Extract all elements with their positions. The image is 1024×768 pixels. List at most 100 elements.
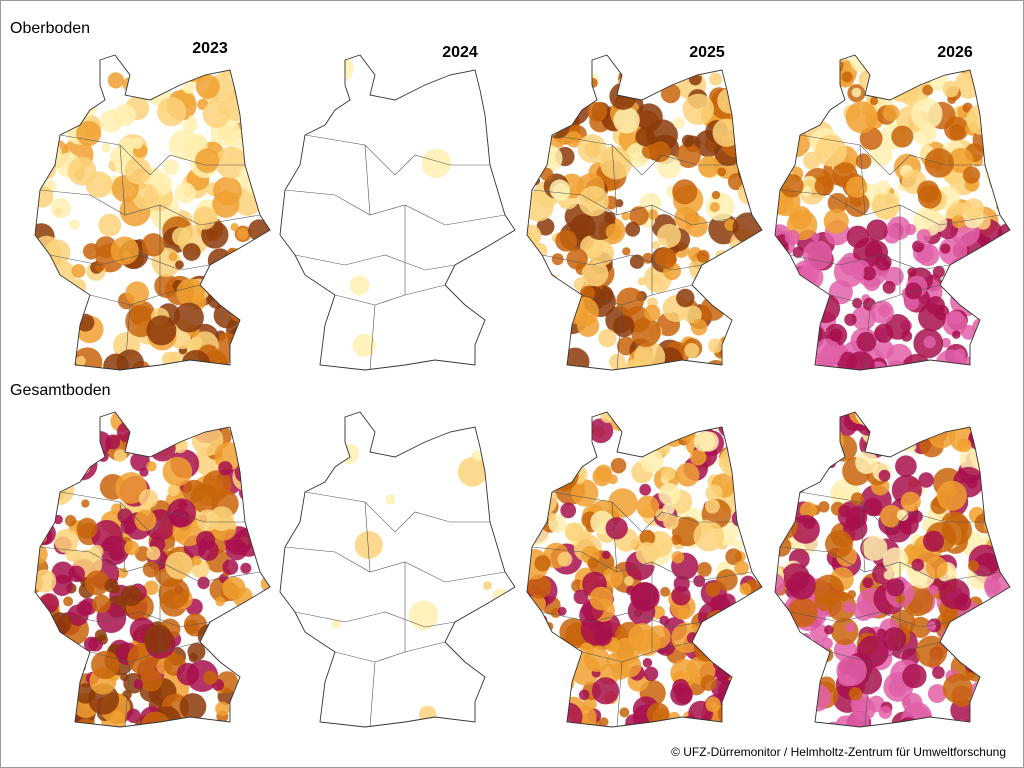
drought-patch	[923, 335, 936, 349]
drought-patch	[642, 252, 654, 264]
state-border	[49, 611, 211, 628]
drought-patch	[625, 221, 641, 237]
drought-patch	[349, 275, 370, 296]
drought-patch	[876, 628, 887, 639]
drought-patch	[605, 517, 628, 540]
drought-patch	[824, 625, 834, 635]
drought-patch	[869, 96, 879, 106]
state-border	[531, 546, 753, 583]
drought-patch	[829, 328, 843, 342]
state-border	[294, 611, 456, 628]
drought-patch	[91, 650, 120, 680]
drought-patch	[662, 503, 675, 516]
drought-patch	[818, 501, 830, 513]
drought-patch	[115, 472, 147, 504]
drought-patch	[130, 451, 150, 472]
drought-patch	[105, 434, 121, 450]
drought-patch	[176, 662, 200, 686]
drought-patch	[76, 120, 102, 147]
drought-patch	[587, 557, 599, 569]
drought-patch	[215, 701, 230, 717]
maps	[34, 54, 1011, 728]
drought-patch	[676, 143, 701, 168]
drought-patch	[581, 260, 609, 287]
year-label: 2026	[937, 44, 973, 61]
drought-patch	[831, 617, 859, 646]
drought-patch	[75, 355, 86, 367]
state-border	[551, 491, 737, 533]
drought-patch	[573, 589, 589, 605]
drought-patch	[655, 247, 677, 269]
drought-patch	[591, 677, 620, 705]
drought-patch	[918, 303, 946, 332]
drought-patch	[886, 216, 911, 241]
drought-patch	[709, 72, 723, 86]
drought-patch	[671, 550, 685, 564]
drought-patch	[612, 315, 635, 338]
year-label: 2023	[192, 40, 228, 57]
drought-patch	[644, 304, 661, 322]
drought-patch	[813, 574, 845, 606]
state-border	[49, 254, 211, 271]
state-border	[616, 661, 623, 728]
drought-patch	[932, 265, 945, 279]
drought-patch	[598, 329, 617, 348]
drought-patch	[855, 153, 872, 170]
drought-patch	[815, 134, 847, 167]
drought-patch	[81, 499, 90, 508]
drought-patch	[844, 313, 857, 326]
drought-patch	[709, 202, 720, 213]
drought-patch	[915, 635, 948, 668]
drought-patch	[705, 192, 735, 222]
drought-patch	[660, 586, 671, 597]
drought-patch	[850, 492, 864, 506]
state-border	[829, 284, 941, 306]
drought-patch	[813, 338, 842, 368]
drought-patch	[168, 252, 178, 262]
drought-patch	[862, 577, 874, 589]
drought-area	[775, 55, 1010, 370]
state-border	[581, 641, 693, 663]
state-border	[859, 144, 866, 216]
drought-patch	[560, 502, 577, 519]
drought-patch	[775, 573, 785, 596]
drought-patch	[733, 539, 744, 550]
drought-patch	[845, 101, 878, 134]
drought-patch	[650, 141, 671, 162]
drought-patch	[962, 166, 981, 184]
drought-patch	[421, 148, 452, 179]
drought-patch	[142, 561, 160, 578]
drought-patch	[985, 578, 1001, 595]
drought-patch	[900, 491, 921, 512]
drought-patch	[175, 260, 184, 270]
drought-patch	[927, 621, 937, 631]
drought-patch	[588, 418, 614, 444]
drought-patch	[194, 148, 220, 173]
drought-patch	[685, 215, 708, 238]
drought-patch	[174, 302, 204, 333]
drought-patch	[866, 219, 889, 242]
drought-patch	[170, 508, 190, 528]
drought-patch	[611, 662, 630, 680]
state-border	[284, 546, 506, 583]
drought-patch	[120, 585, 142, 607]
drought-patch	[845, 622, 856, 633]
drought-patch	[125, 151, 134, 160]
drought-patch	[711, 190, 721, 200]
drought-patch	[856, 331, 877, 352]
drought-patch	[564, 522, 584, 542]
drought-patch	[168, 129, 200, 161]
drought-patch	[646, 119, 678, 152]
drought-patch	[716, 569, 738, 591]
state-border	[119, 501, 126, 573]
drought-patch	[843, 601, 855, 613]
state-border	[304, 134, 490, 176]
drought-patch	[71, 264, 86, 278]
drought-patch	[882, 104, 900, 122]
drought-patch	[659, 615, 670, 626]
drought-patch	[844, 192, 870, 217]
state-border	[829, 641, 941, 663]
drought-patch	[125, 281, 149, 305]
drought-patch	[948, 147, 974, 173]
drought-patch	[146, 461, 157, 472]
